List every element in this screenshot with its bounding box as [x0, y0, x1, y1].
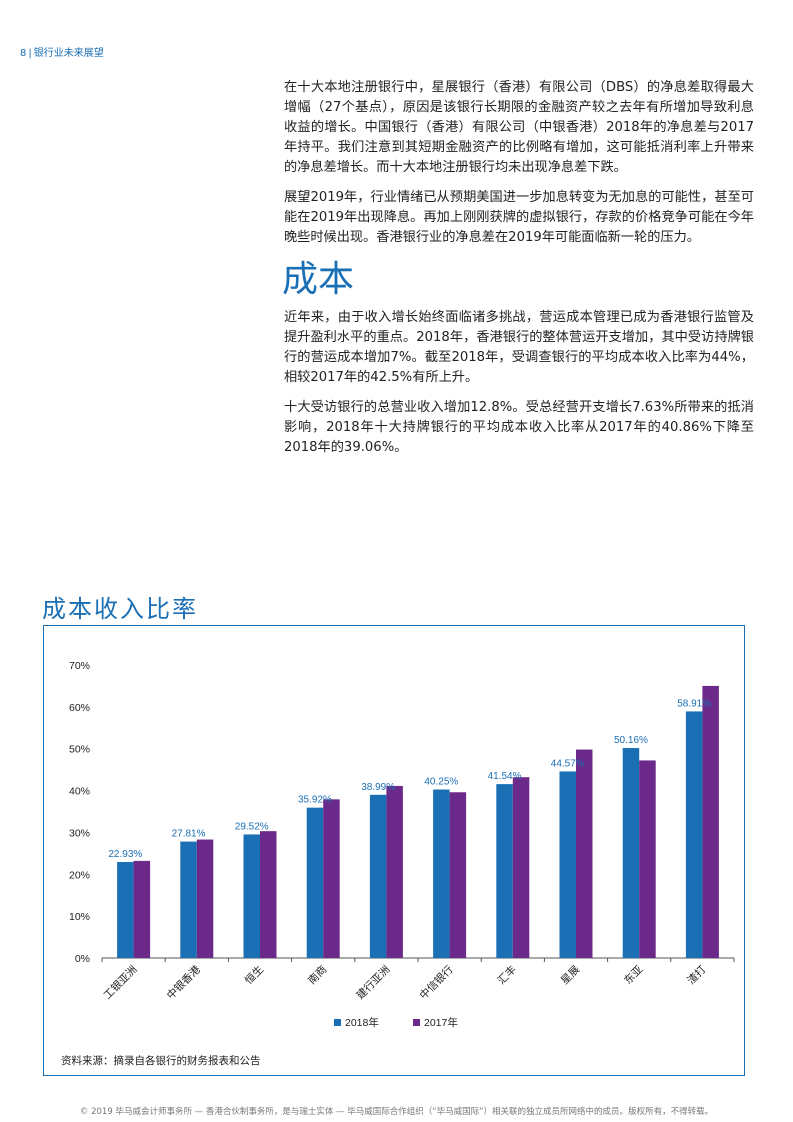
y-tick-label: 70% [69, 660, 90, 672]
bar-2018 [433, 789, 450, 958]
data-label: 41.54% [488, 771, 522, 782]
paragraph: 十大受访银行的总营业收入增加12.8%。受总经营开支增长7.63%所带来的抵消影… [284, 400, 754, 455]
x-tick-label: 渣打 [684, 963, 708, 987]
chart-container: 0% 10% 20% 30% 40% 50% 60% 70% 22.93% 工银亚洲 27.81% 中… [43, 625, 745, 1076]
bar-2017 [133, 860, 151, 958]
bar-2017 [639, 760, 656, 958]
legend-label: 2017年 [424, 1016, 458, 1029]
paragraph: 展望2019年，行业情绪已从预期美国进一步加息转变为无加息的可能性，甚至可能在2… [284, 190, 754, 245]
page-footer: © 2019 毕马威会计师事务所 — 香港合伙制事务所，是与瑞士实体 — 毕马威… [79, 1107, 714, 1117]
paragraph: 近年来，由于收入增长始终面临诸多挑战，营运成本管理已成为香港银行监管及提升盈利水… [284, 310, 754, 385]
y-tick-label: 20% [69, 869, 90, 881]
bar-2017 [386, 785, 403, 958]
x-tick-label: 东亚 [621, 963, 645, 987]
data-label: 29.52% [235, 821, 269, 832]
x-tick-label: 工银亚洲 [101, 963, 140, 1002]
page-header: 8 | 银行业未来展望 [20, 44, 104, 59]
x-tick-label: 汇丰 [495, 963, 519, 987]
legend-label: 2018年 [345, 1016, 379, 1029]
header-separator: | [28, 48, 32, 59]
x-tick-label: 中信银行 [417, 963, 456, 1002]
chart-source: 资料来源：摘录自各银行的财务报表和公告 [61, 1055, 261, 1067]
bar-2018 [496, 784, 513, 958]
section-title: 成本 [282, 259, 355, 300]
bar-2017 [323, 799, 340, 958]
bar-2018 [117, 862, 134, 958]
chart-title: 成本收入比率 [42, 595, 198, 623]
page-number: 8 [20, 48, 27, 59]
legend-swatch [334, 1019, 341, 1026]
data-label: 40.25% [424, 777, 458, 788]
bar-2017 [512, 777, 530, 958]
paragraph: 在十大本地注册银行中，星展银行（香港）有限公司（DBS）的净息差取得最大增幅（2… [284, 80, 754, 175]
x-tick-label: 南商 [305, 963, 329, 987]
legend-swatch [413, 1019, 420, 1026]
bar-2018 [622, 748, 640, 958]
bar-2017 [196, 839, 214, 958]
bar-2018 [306, 807, 324, 958]
x-tick-label: 恒生 [242, 963, 266, 987]
y-tick-label: 30% [69, 827, 90, 839]
bar-2017 [260, 831, 277, 958]
data-label: 58.91% [677, 698, 711, 709]
bar-2017 [449, 792, 467, 958]
header-section-title: 银行业未来展望 [33, 48, 104, 59]
bar-2018 [243, 834, 260, 958]
data-label: 38.99% [361, 782, 395, 793]
bar-2017 [702, 685, 719, 958]
y-tick-label: 0% [75, 953, 90, 965]
main-content: 在十大本地注册银行中，星展银行（香港）有限公司（DBS）的净息差取得最大增幅（2… [282, 78, 754, 468]
y-tick-label: 40% [69, 786, 90, 798]
y-tick-label: 50% [69, 744, 90, 756]
data-label: 50.16% [614, 735, 648, 746]
data-label: 44.57% [551, 758, 585, 769]
bar-2018 [180, 841, 197, 958]
x-tick-label: 建行亚洲 [354, 963, 393, 1002]
bar-2017 [576, 749, 593, 958]
data-label: 27.81% [172, 829, 206, 840]
x-tick-label: 中银香港 [164, 963, 203, 1002]
bar-2018 [559, 771, 576, 958]
cost-income-ratio-chart: 0% 10% 20% 30% 40% 50% 60% 70% 22.93% 工银亚洲 27.81% 中… [69, 660, 735, 1029]
data-label: 35.92% [298, 795, 332, 806]
data-label: 22.93% [108, 849, 142, 860]
x-tick-label: 星展 [559, 963, 583, 987]
bar-2018 [369, 794, 387, 958]
bar-2018 [685, 711, 703, 958]
y-tick-label: 60% [69, 702, 90, 714]
y-tick-label: 10% [69, 911, 90, 923]
